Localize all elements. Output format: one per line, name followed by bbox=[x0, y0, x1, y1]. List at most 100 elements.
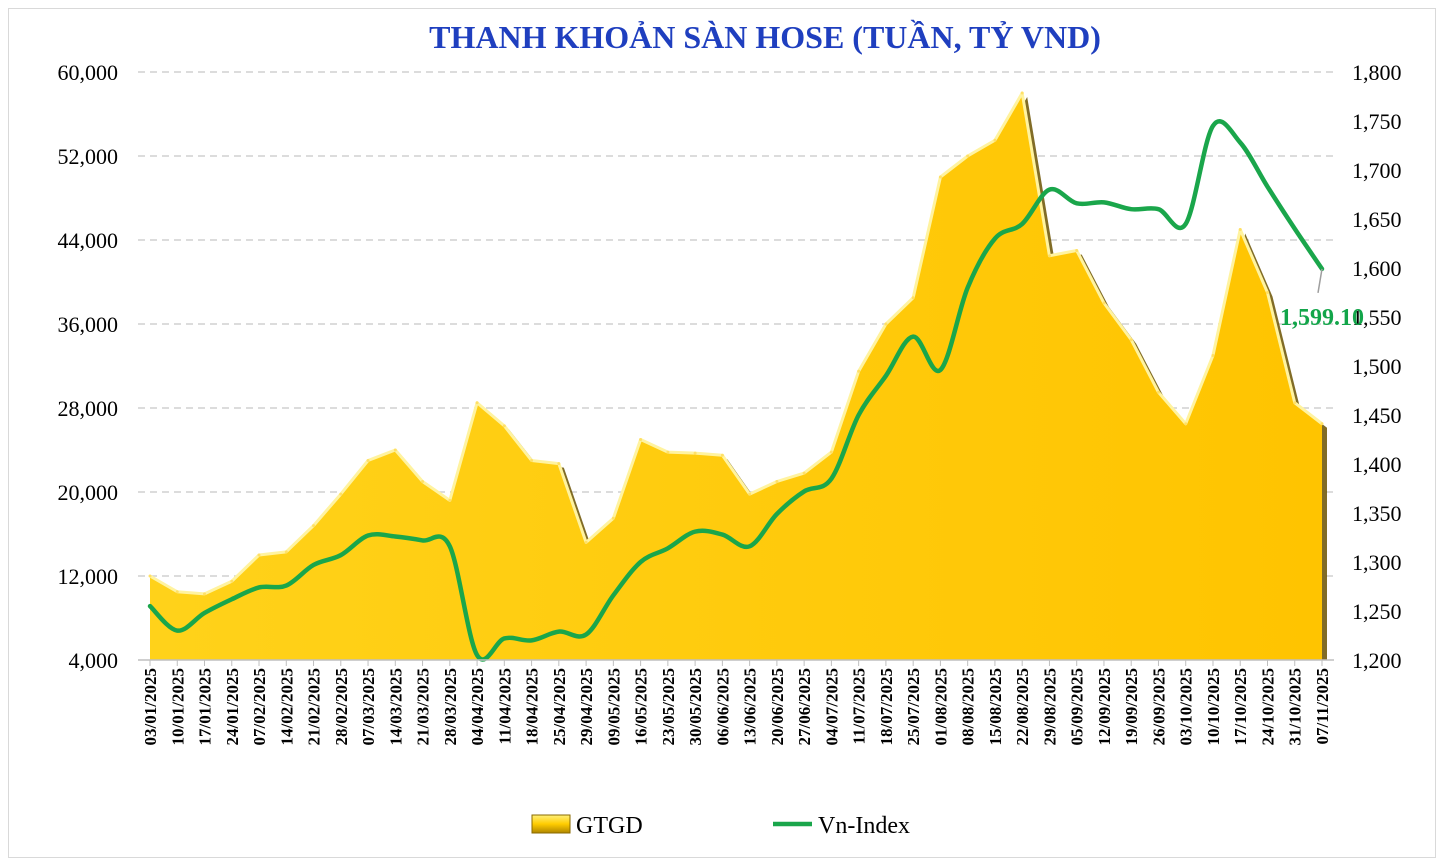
gtgd-point bbox=[884, 322, 888, 326]
gtgd-point bbox=[639, 438, 643, 441]
x-tick-label: 29/08/2025 bbox=[1040, 668, 1059, 745]
left-tick-label: 60,000 bbox=[58, 60, 119, 85]
right-tick-label: 1,300 bbox=[1352, 550, 1402, 575]
annotation-leader-line bbox=[1317, 268, 1323, 294]
legend-vn-index-label: Vn-Index bbox=[818, 813, 910, 839]
vn-index-point bbox=[475, 653, 479, 657]
vn-index-point bbox=[966, 286, 969, 289]
gtgd-point bbox=[802, 471, 806, 475]
gtgd-point bbox=[857, 369, 861, 373]
x-tick-label: 21/02/2025 bbox=[305, 668, 324, 745]
gtgd-point bbox=[530, 459, 534, 462]
vn-index-point bbox=[203, 611, 206, 615]
vn-index-point bbox=[1075, 202, 1078, 205]
x-tick-label: 22/08/2025 bbox=[1013, 668, 1032, 745]
gtgd-point bbox=[1047, 254, 1051, 258]
legend-gtgd-label: GTGD bbox=[576, 813, 643, 839]
gtgd-point bbox=[366, 459, 370, 462]
vn-index-point bbox=[1157, 208, 1160, 211]
gtgd-point bbox=[148, 574, 152, 578]
right-tick-label: 1,800 bbox=[1352, 60, 1402, 85]
gtgd-point bbox=[748, 492, 752, 496]
x-tick-label: 25/04/2025 bbox=[550, 668, 569, 745]
left-tick-label: 36,000 bbox=[58, 312, 119, 337]
vn-index-point bbox=[557, 630, 561, 633]
gtgd-point bbox=[829, 450, 833, 454]
x-tick-label: 24/01/2025 bbox=[223, 668, 242, 745]
gtgd-point bbox=[1265, 291, 1269, 294]
gtgd-point bbox=[1156, 390, 1160, 394]
vn-index-point bbox=[421, 539, 424, 542]
gtgd-point bbox=[475, 401, 479, 405]
x-tick-label: 04/04/2025 bbox=[468, 668, 487, 745]
x-tick-label: 05/09/2025 bbox=[1068, 668, 1087, 745]
gtgd-point bbox=[1020, 91, 1024, 95]
gtgd-point bbox=[339, 492, 343, 496]
x-tick-label: 04/07/2025 bbox=[822, 668, 841, 745]
vn-index-point bbox=[285, 584, 288, 587]
vn-index-point bbox=[148, 604, 152, 608]
vn-index-point bbox=[1211, 124, 1215, 128]
right-tick-label: 1,350 bbox=[1352, 501, 1402, 526]
gtgd-point bbox=[203, 592, 207, 596]
x-tick-label: 16/05/2025 bbox=[632, 668, 651, 745]
gtgd-point bbox=[421, 480, 425, 483]
chart-title: THANH KHOẢN SÀN HOSE (TUẦN, TỶ VND) bbox=[429, 19, 1101, 55]
vn-index-point bbox=[911, 335, 915, 338]
x-tick-label: 18/07/2025 bbox=[877, 668, 896, 745]
gtgd-point bbox=[284, 550, 288, 554]
x-tick-label: 06/06/2025 bbox=[713, 668, 732, 745]
gtgd-point bbox=[557, 462, 561, 466]
vn-index-point bbox=[748, 545, 751, 548]
vn-index-point bbox=[857, 413, 860, 417]
x-tick-label: 18/04/2025 bbox=[523, 668, 542, 745]
x-tick-label: 07/02/2025 bbox=[250, 668, 269, 745]
vn-index-point bbox=[1239, 141, 1242, 144]
gtgd-point bbox=[911, 296, 915, 300]
vn-index-point bbox=[884, 374, 888, 377]
gtgd-point bbox=[393, 448, 397, 452]
vn-index-point bbox=[939, 368, 942, 372]
x-tick-label: 08/08/2025 bbox=[959, 668, 978, 745]
x-tick-label: 26/09/2025 bbox=[1149, 668, 1168, 745]
vn-index-point bbox=[775, 512, 779, 516]
annotation-label: 1,599.10 bbox=[1280, 305, 1364, 331]
right-tick-label: 1,400 bbox=[1352, 452, 1402, 477]
vn-index-point bbox=[693, 530, 697, 533]
x-tick-label: 01/08/2025 bbox=[931, 668, 950, 745]
x-tick-label: 28/02/2025 bbox=[332, 668, 351, 745]
x-tick-label: 13/06/2025 bbox=[741, 668, 760, 745]
x-tick-label: 10/10/2025 bbox=[1204, 668, 1223, 745]
x-tick-label: 29/04/2025 bbox=[577, 668, 596, 745]
right-tick-label: 1,250 bbox=[1352, 599, 1402, 624]
vn-index-point bbox=[448, 545, 452, 548]
x-tick-label: 09/05/2025 bbox=[604, 668, 623, 745]
x-tick-label: 11/07/2025 bbox=[850, 668, 869, 745]
gtgd-point bbox=[993, 138, 997, 142]
vn-index-point bbox=[503, 637, 506, 640]
gtgd-point bbox=[938, 175, 942, 179]
gtgd-point bbox=[230, 579, 234, 583]
x-tick-label: 07/03/2025 bbox=[359, 668, 378, 745]
x-tick-label: 27/06/2025 bbox=[795, 668, 814, 745]
vn-index-point bbox=[366, 534, 370, 537]
vn-index-point bbox=[530, 639, 533, 642]
x-tick-label: 10/01/2025 bbox=[168, 668, 187, 745]
x-tick-label: 30/05/2025 bbox=[686, 668, 705, 745]
vn-index-point bbox=[639, 560, 642, 564]
gtgd-point bbox=[666, 450, 670, 454]
right-tick-label: 1,650 bbox=[1352, 207, 1402, 232]
gtgd-point bbox=[448, 498, 452, 502]
right-tick-label: 1,200 bbox=[1352, 648, 1402, 673]
gtgd-point bbox=[1293, 401, 1297, 405]
left-tick-label: 12,000 bbox=[58, 564, 119, 589]
gtgd-point bbox=[1129, 338, 1133, 342]
vn-index-point bbox=[339, 553, 342, 557]
vn-index-point bbox=[612, 594, 615, 597]
right-tick-label: 1,450 bbox=[1352, 403, 1402, 428]
gtgd-area bbox=[150, 93, 1322, 660]
annotation: 1,599.10 bbox=[1280, 268, 1364, 331]
x-tick-label: 25/07/2025 bbox=[904, 668, 923, 745]
right-tick-label: 1,550 bbox=[1352, 305, 1402, 330]
